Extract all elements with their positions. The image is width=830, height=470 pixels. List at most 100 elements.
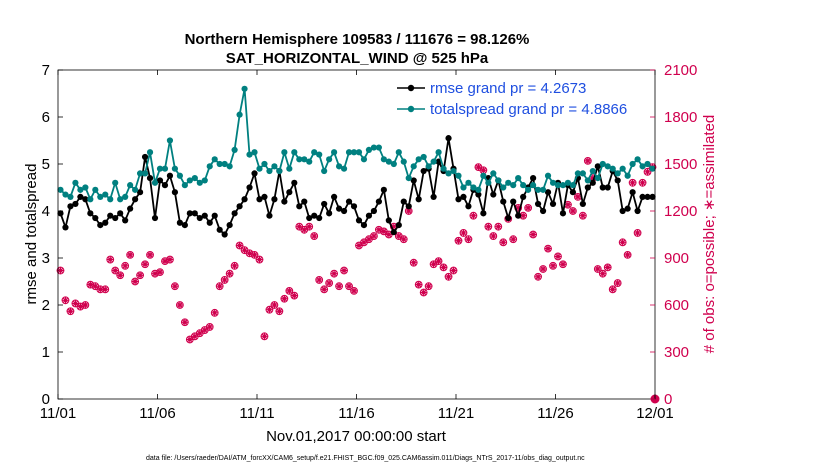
obs-assimilated-marker [444, 273, 453, 281]
rmse-point [92, 214, 99, 222]
rmse-point [530, 175, 537, 182]
rmse-point [67, 203, 74, 210]
obs-assimilated-marker [464, 235, 473, 243]
rmse-point [515, 212, 522, 219]
obs-assimilated-marker [479, 166, 487, 174]
spread-point [649, 165, 656, 172]
spread-point [57, 186, 64, 193]
spread-point [331, 149, 338, 156]
rmse-point [251, 170, 258, 177]
spread-point [311, 149, 318, 156]
obs-assimilated-marker [390, 223, 398, 231]
spread-point [112, 179, 119, 186]
spread-point [62, 191, 69, 198]
x-tick-label: 11/16 [338, 405, 374, 422]
rmse-point [335, 205, 343, 212]
obs-assimilated-marker [360, 238, 368, 246]
y-right-tick-label: 300 [664, 344, 689, 361]
y-axis-right-label: # of obs: o=possible; ∗=assimilated [701, 115, 718, 354]
obs-assimilated-marker [370, 232, 378, 240]
obs-assimilated-marker [300, 226, 308, 234]
spread-point [176, 172, 183, 179]
rmse-point [132, 196, 139, 203]
rmse-point [296, 203, 303, 210]
spread-point [171, 165, 179, 172]
rmse-point [316, 214, 323, 222]
rmse-point [161, 182, 169, 189]
obs-assimilated-marker [86, 281, 94, 289]
rmse-point [171, 189, 179, 196]
legend-rmse-label: rmse grand pr = 4.2673 [430, 80, 586, 97]
spread-point [77, 186, 84, 193]
x-tick-label: 11/06 [139, 405, 175, 422]
rmse-point [544, 189, 552, 196]
spread-point [211, 156, 218, 163]
obs-assimilated-marker [420, 288, 428, 297]
obs-assimilated-marker [594, 265, 602, 273]
rmse-point [599, 184, 606, 191]
obs-assimilated-marker [235, 241, 244, 250]
obs-assimilated-marker [524, 204, 532, 212]
obs-assimilated-marker [599, 270, 607, 278]
obs-assimilated-marker [529, 230, 537, 239]
spread-point [206, 163, 213, 170]
y-right-tick-label: 600 [664, 297, 689, 314]
rmse-point [594, 163, 601, 170]
spread-point [395, 149, 402, 156]
obs-assimilated-marker [589, 174, 597, 182]
y-tick-label: 0 [42, 391, 50, 408]
obs-assimilated-marker [554, 252, 562, 261]
obs-assimilated-marker [345, 282, 353, 290]
spread-point [226, 163, 233, 170]
spread-point [455, 172, 462, 179]
obs-assimilated-marker [221, 276, 229, 284]
rmse-point [206, 219, 213, 226]
rmse-point [420, 167, 427, 175]
obs-assimilated-marker [484, 223, 492, 231]
spread-point [321, 167, 328, 175]
obs-assimilated-marker [206, 323, 214, 331]
obs-assimilated-marker [559, 260, 567, 268]
obs-assimilated-marker [330, 270, 338, 278]
spread-point [534, 186, 542, 193]
rmse-line [59, 137, 653, 236]
rmse-point [176, 219, 183, 226]
spread-point [599, 160, 606, 168]
obs-assimilated-marker [151, 270, 159, 278]
obs-assimilated-marker [400, 235, 408, 243]
spread-point [316, 151, 323, 158]
y-right-tick-label: 2100 [664, 62, 697, 79]
x-tick-label: 11/21 [438, 405, 474, 422]
rmse-point [127, 205, 134, 212]
obs-assimilated-marker [494, 223, 502, 231]
rmse-point [410, 177, 417, 184]
rmse-point [141, 153, 149, 161]
obs-assimilated-marker [295, 223, 303, 231]
spread-point [350, 149, 358, 156]
spread-point [67, 193, 74, 200]
rmse-point [326, 210, 333, 217]
spread-point [370, 144, 378, 151]
obs-assimilated-marker [111, 266, 119, 275]
rmse-point [639, 193, 646, 200]
spread-point [589, 167, 596, 175]
obs-assimilated-marker [514, 204, 522, 212]
y-right-tick-label: 1200 [664, 203, 697, 220]
rmse-point [455, 196, 462, 203]
spread-point [554, 182, 562, 189]
obs-assimilated-marker [166, 255, 174, 264]
spread-point [604, 163, 611, 170]
spread-point [634, 156, 641, 163]
legend-rmse-marker [407, 84, 415, 92]
rmse-point [619, 207, 626, 215]
spread-point [306, 158, 313, 165]
rmse-point [286, 189, 293, 196]
obs-assimilated-marker [216, 282, 224, 290]
rmse-point [102, 219, 109, 226]
obs-assimilated-marker [624, 251, 632, 259]
obs-assimilated-marker [270, 301, 279, 309]
obs-assimilated-marker [56, 266, 65, 275]
obs-assimilated-marker [549, 262, 557, 270]
obs-assimilated-marker [280, 295, 288, 303]
